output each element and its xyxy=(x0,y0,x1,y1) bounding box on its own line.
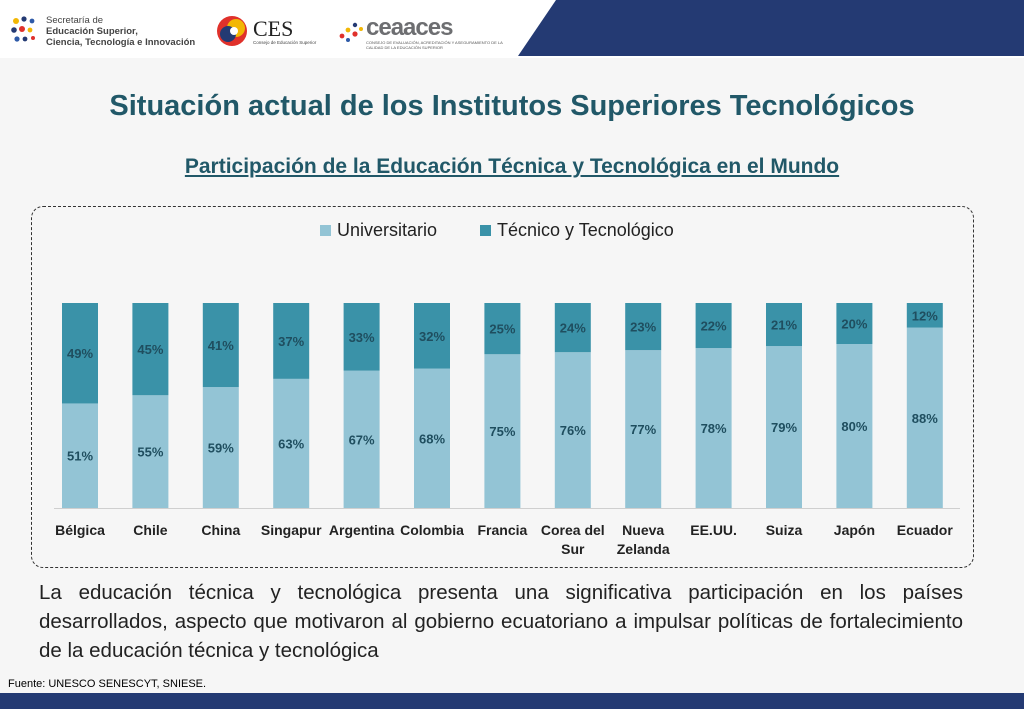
data-label-universitario-nueva-zelanda: 77% xyxy=(630,422,656,437)
legend-label-tecnico-y-tecnologico: Técnico y Tecnológico xyxy=(497,220,674,240)
bar-universitario-suiza xyxy=(766,346,802,508)
data-label-universitario-ecuador: 88% xyxy=(912,411,938,426)
bar-universitario-ee-uu xyxy=(695,348,732,508)
senescyt-dots-icon xyxy=(11,16,35,42)
data-label-universitario-japon: 80% xyxy=(841,419,867,434)
bar-tecnico-ecuador xyxy=(906,303,943,328)
bar-universitario-francia xyxy=(484,354,521,508)
data-label-tecnico-chile: 45% xyxy=(137,342,163,357)
senescyt-line2: Educación Superior, xyxy=(46,25,138,37)
data-label-tecnico-suiza: 21% xyxy=(771,318,797,333)
ceaaces-subtitle: CONSEJO DE EVALUACIÓN, ACREDITACIÓN Y AS… xyxy=(366,40,503,50)
category-label-chile: Chile xyxy=(133,522,167,538)
data-label-tecnico-japon: 20% xyxy=(841,317,867,332)
category-label-china: China xyxy=(201,522,240,538)
bar-universitario-japon xyxy=(836,344,873,508)
data-label-universitario-ee-uu: 78% xyxy=(701,421,727,436)
page-title: Situación actual de los Institutos Super… xyxy=(109,90,915,122)
data-label-universitario-belgica: 51% xyxy=(67,449,93,464)
category-label-ee-uu: EE.UU. xyxy=(690,522,737,538)
header-navy-band xyxy=(518,0,1024,56)
category-label-nueva-zelanda: Nueva Zelanda xyxy=(617,522,670,557)
ceaaces-dots-icon xyxy=(339,22,363,42)
bar-universitario-china xyxy=(202,387,239,508)
data-label-tecnico-argentina: 33% xyxy=(349,330,375,345)
bar-universitario-ecuador xyxy=(906,327,943,508)
chart-subtitle: Participación de la Educación Técnica y … xyxy=(184,155,840,178)
bar-universitario-singapur xyxy=(273,378,310,508)
bar-universitario-corea-del-sur xyxy=(554,352,591,508)
category-label-belgica: Bélgica xyxy=(55,522,105,538)
category-label-argentina: Argentina xyxy=(329,522,395,538)
ces-logo: CES Consejo de Educación Superior xyxy=(215,14,316,48)
bar-tecnico-nueva-zelanda xyxy=(625,303,662,351)
header-bar: Secretaría de Educación Superior, Cienci… xyxy=(0,0,1024,58)
category-label-francia: Francia xyxy=(477,522,527,538)
bar-tecnico-suiza xyxy=(766,303,802,347)
data-label-universitario-argentina: 67% xyxy=(349,432,375,447)
data-label-tecnico-singapur: 37% xyxy=(278,334,304,349)
category-label-ecuador: Ecuador xyxy=(897,522,954,538)
category-label-singapur: Singapur xyxy=(261,522,322,538)
bar-universitario-argentina xyxy=(343,370,380,508)
bar-tecnico-singapur xyxy=(273,303,310,379)
bar-tecnico-colombia xyxy=(414,303,450,369)
source-note: Fuente: UNESCO SENESCYT, SNIESE. xyxy=(8,678,207,690)
data-label-universitario-corea-del-sur: 76% xyxy=(560,423,586,438)
data-label-tecnico-nueva-zelanda: 23% xyxy=(630,320,656,335)
category-label-colombia: Colombia xyxy=(400,522,464,538)
category-label-japon: Japón xyxy=(834,522,875,538)
legend-swatch-tecnico-y-tecnologico xyxy=(480,225,491,236)
data-label-universitario-china: 59% xyxy=(208,441,234,456)
bar-tecnico-chile xyxy=(132,303,169,396)
ceaaces-logo: ceaaces CONSEJO DE EVALUACIÓN, ACREDITAC… xyxy=(338,16,516,50)
bar-universitario-colombia xyxy=(414,368,450,508)
bar-tecnico-argentina xyxy=(343,303,380,371)
ceaaces-name: ceaaces xyxy=(366,14,453,41)
data-label-tecnico-ecuador: 12% xyxy=(912,308,938,323)
bar-universitario-belgica xyxy=(62,403,98,508)
senescyt-logo: Secretaría de Educación Superior, Cienci… xyxy=(10,14,195,48)
stacked-bar-chart: Universitario Técnico y Tecnológico 51% 49%… xyxy=(54,220,960,557)
bar-tecnico-china xyxy=(202,303,239,388)
senescyt-line3: Ciencia, Tecnología e Innovación xyxy=(46,36,196,48)
data-label-tecnico-belgica: 49% xyxy=(67,346,93,361)
data-label-universitario-suiza: 79% xyxy=(771,420,797,435)
data-label-universitario-chile: 55% xyxy=(137,445,163,460)
body-paragraph: La educación técnica y tecnológica prese… xyxy=(39,581,963,662)
data-label-tecnico-colombia: 32% xyxy=(419,329,445,344)
bar-tecnico-ee-uu xyxy=(695,303,732,349)
senescyt-line1: Secretaría de xyxy=(46,14,104,26)
data-label-universitario-colombia: 68% xyxy=(419,431,445,446)
data-label-universitario-singapur: 63% xyxy=(278,436,304,451)
bar-tecnico-belgica xyxy=(62,303,98,404)
data-label-tecnico-corea-del-sur: 24% xyxy=(560,321,586,336)
bar-tecnico-japon xyxy=(836,303,873,344)
category-label-corea-del-sur: Corea del Sur xyxy=(541,522,605,557)
data-label-universitario-francia: 75% xyxy=(489,424,515,439)
legend-label-universitario: Universitario xyxy=(337,220,437,240)
data-label-tecnico-ee-uu: 22% xyxy=(701,319,727,334)
bar-universitario-nueva-zelanda xyxy=(625,350,662,508)
data-label-tecnico-china: 41% xyxy=(208,338,234,353)
ces-emblem-icon xyxy=(217,16,247,46)
category-label-suiza: Suiza xyxy=(766,522,803,538)
footer-bar xyxy=(0,693,1024,709)
bar-universitario-chile xyxy=(132,395,169,508)
bar-tecnico-corea-del-sur xyxy=(554,303,591,353)
ces-subtitle: Consejo de Educación Superior xyxy=(253,39,317,45)
legend-swatch-universitario xyxy=(320,225,331,236)
bar-tecnico-francia xyxy=(484,303,521,355)
data-label-tecnico-francia: 25% xyxy=(489,322,515,337)
chart-container: Universitario Técnico y Tecnológico 51% 49%… xyxy=(31,206,974,568)
ces-name: CES xyxy=(253,15,294,41)
